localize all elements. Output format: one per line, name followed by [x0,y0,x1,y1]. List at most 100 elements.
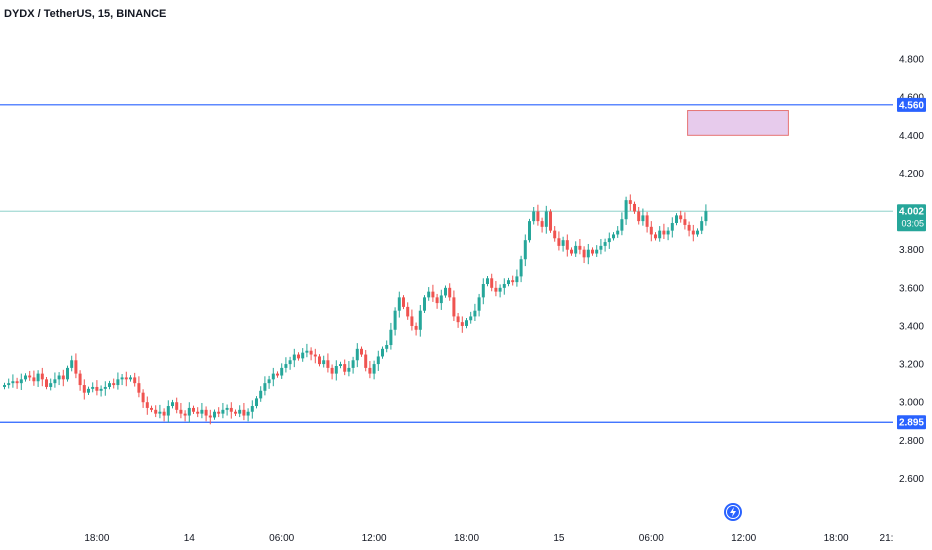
candle [662,223,666,240]
candle [255,396,258,409]
candle [658,226,662,242]
candle [250,400,254,419]
x-tick-label: 15 [553,533,565,544]
candle [565,234,569,257]
resistance-zone[interactable] [687,110,789,136]
candle [406,302,410,320]
candle [628,194,632,211]
candle [402,295,405,310]
replay-icon[interactable] [724,503,742,521]
candle [213,409,216,420]
candle [137,376,141,398]
x-tick-label: 18:00 [84,533,109,544]
candle [28,370,32,381]
candle [481,278,485,305]
candle [637,206,641,225]
candle [221,402,225,419]
x-tick-label: 18:00 [824,533,849,544]
candle [318,354,321,367]
candle [15,377,19,389]
candle [486,276,489,287]
candle [99,385,103,397]
candle [95,380,99,396]
candle [309,347,313,361]
candle [498,284,502,298]
candle [687,221,691,237]
candle [414,322,418,336]
candle [179,402,183,419]
candle [229,402,233,419]
candle [154,405,158,418]
candle [439,289,443,310]
y-tick-label: 4.400 [899,131,924,142]
candle [561,236,565,252]
candle [141,389,145,408]
candle [61,369,65,387]
y-tick-label: 2.800 [899,436,924,447]
candle [57,372,61,386]
candle [53,372,57,388]
svg-text:2.895: 2.895 [899,418,924,429]
candle [691,224,695,242]
candle [49,378,53,391]
candle [574,241,578,257]
x-tick-label: 12:00 [731,533,756,544]
candle [217,407,221,418]
candle [339,361,342,369]
candle [24,373,27,382]
candle [435,293,439,309]
candle [418,304,422,337]
candle [112,378,116,389]
y-tick-label: 3.200 [899,360,924,371]
candle [549,209,552,233]
candle [3,382,6,390]
candle [607,232,611,249]
candle [124,371,128,387]
candle [393,307,397,336]
candle [578,239,582,255]
candle [36,370,40,387]
y-tick-label: 4.800 [899,55,924,66]
candle [288,356,292,370]
candle [192,405,195,415]
candle [612,232,615,241]
candle [582,246,586,264]
candle [108,380,111,390]
candle [276,371,279,378]
candle [494,280,498,297]
candle [158,404,162,419]
candle [633,201,636,214]
candle [473,303,477,322]
candle [368,361,372,379]
price-tag-1: 2.895 [897,415,926,430]
candle [347,361,351,377]
candle [297,352,300,361]
y-tick-label: 4.200 [899,169,924,180]
y-tick-label: 2.600 [899,474,924,485]
candle [133,372,137,387]
candle [519,255,523,283]
candle [700,216,704,235]
candle [78,370,82,391]
candle [200,402,204,419]
y-tick-label: 3.400 [899,321,924,332]
candle [376,350,380,371]
y-tick-label: 3.600 [899,283,924,294]
candle [66,365,69,382]
candle [544,205,548,234]
candle [183,410,187,422]
candle [591,247,594,256]
x-tick-label: 06:00 [639,533,664,544]
candle [599,239,603,255]
candle [11,374,15,388]
candle [313,348,317,364]
candle [603,238,607,252]
candle [452,290,456,322]
candle [246,408,250,422]
candle [456,312,460,328]
x-tick-label: 12:00 [362,533,387,544]
candle [103,381,107,396]
